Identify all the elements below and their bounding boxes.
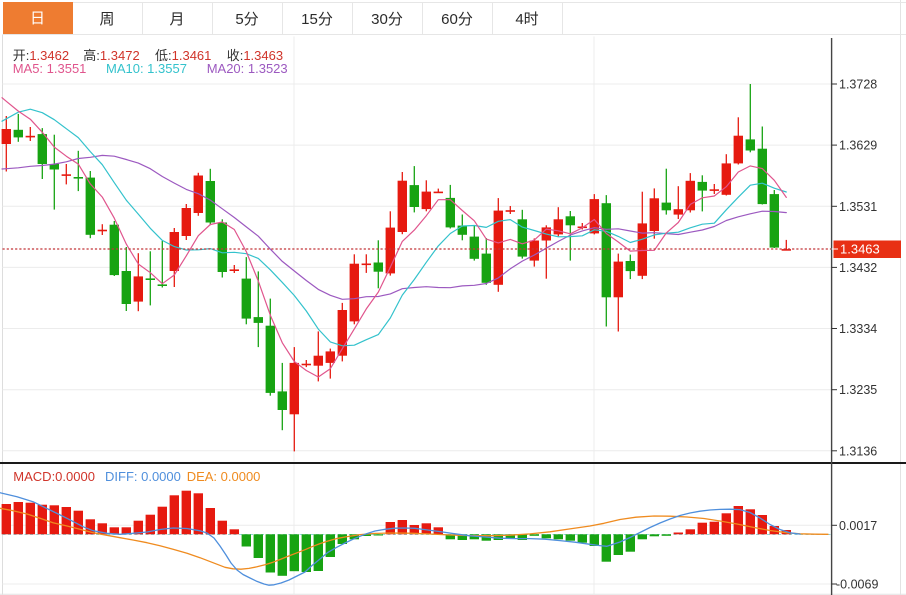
svg-text:1.3235: 1.3235 <box>839 383 877 397</box>
svg-text:0.0017: 0.0017 <box>839 519 877 533</box>
svg-text:1.3334: 1.3334 <box>839 322 877 336</box>
svg-text:-0.0069: -0.0069 <box>836 578 878 592</box>
svg-text:1.3136: 1.3136 <box>839 444 877 458</box>
svg-text:1.3531: 1.3531 <box>839 200 877 214</box>
svg-text:1.3463: 1.3463 <box>840 242 880 257</box>
svg-text:1.3629: 1.3629 <box>839 139 877 153</box>
svg-text:1.3728: 1.3728 <box>839 78 877 92</box>
svg-text:1.3432: 1.3432 <box>839 261 877 275</box>
